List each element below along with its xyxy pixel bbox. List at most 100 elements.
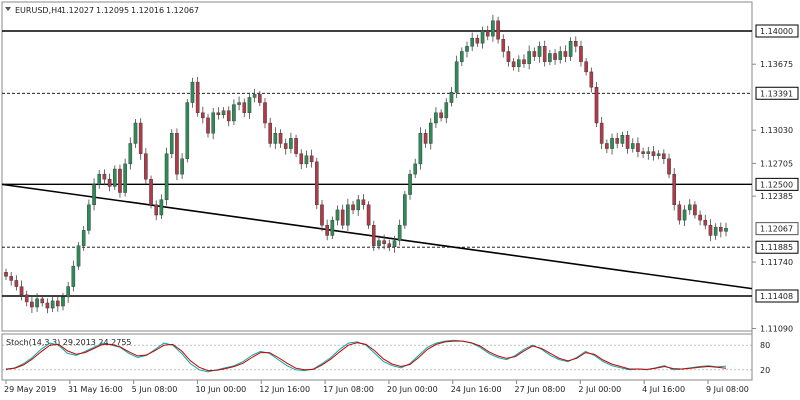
candle xyxy=(542,40,547,67)
candle xyxy=(460,47,464,67)
time-label-8: 27 Jun 08:00 xyxy=(515,385,566,394)
candle xyxy=(501,34,506,58)
candle xyxy=(418,127,423,170)
candle xyxy=(242,98,247,118)
candle xyxy=(232,99,236,125)
current-price-label: 1.12067 xyxy=(760,225,793,234)
candle xyxy=(118,164,122,198)
time-labels-layer: 29 May 2019 31 May 16:00 5 Jun 08:00 10 Jun… xyxy=(4,380,749,394)
open-value: 1.12027 xyxy=(61,6,94,15)
candle xyxy=(128,137,133,170)
candle xyxy=(387,239,392,252)
candle xyxy=(169,129,174,159)
candle xyxy=(667,153,671,179)
candle xyxy=(480,26,485,49)
candle xyxy=(263,98,267,129)
candle xyxy=(636,137,640,158)
candle xyxy=(45,298,50,314)
candle xyxy=(719,222,723,238)
candle xyxy=(283,138,288,155)
candle xyxy=(687,199,692,215)
candle xyxy=(97,170,102,189)
candle xyxy=(548,49,552,66)
time-label-2: 5 Jun 08:00 xyxy=(132,385,178,394)
stoch-lines-layer xyxy=(5,339,727,373)
candle xyxy=(491,14,495,42)
candle xyxy=(87,199,91,235)
candle xyxy=(522,54,526,68)
candle xyxy=(252,88,257,103)
candles-layer xyxy=(4,14,728,314)
candle xyxy=(656,150,661,160)
candle xyxy=(273,127,278,150)
candle xyxy=(496,16,500,44)
candle xyxy=(185,98,190,163)
candle xyxy=(573,36,578,53)
candle xyxy=(66,281,70,303)
level-label-box-2 xyxy=(755,177,799,191)
stoch-level-label-0: 80 xyxy=(760,341,770,350)
stoch-levels-layer: 80 20 xyxy=(2,341,770,375)
candle xyxy=(154,200,159,221)
candle xyxy=(40,295,45,307)
candle xyxy=(434,107,438,128)
candle xyxy=(112,165,117,190)
candle xyxy=(610,133,614,155)
symbol-label: EURUSD,H4 xyxy=(15,6,62,15)
candle xyxy=(195,76,200,117)
candle xyxy=(558,46,563,64)
candle xyxy=(594,82,599,128)
candle xyxy=(563,45,568,63)
candle xyxy=(216,107,221,120)
candle xyxy=(392,235,397,253)
candle xyxy=(672,168,677,211)
candle xyxy=(408,169,412,200)
triangle-down-icon[interactable] xyxy=(5,7,11,11)
candle xyxy=(532,47,537,61)
candle xyxy=(149,175,153,209)
candle xyxy=(361,194,366,210)
level-label-box-4 xyxy=(755,289,799,303)
candle xyxy=(123,158,127,197)
level-label-box-3 xyxy=(755,240,799,254)
candle xyxy=(55,294,60,312)
level-label-box-0 xyxy=(755,24,799,38)
candle xyxy=(620,131,625,148)
candle xyxy=(703,214,708,230)
candle xyxy=(630,138,635,153)
candle xyxy=(423,129,428,148)
candle xyxy=(615,132,620,149)
candle xyxy=(511,58,516,71)
time-label-0: 29 May 2019 xyxy=(4,385,56,394)
candle xyxy=(221,107,226,119)
candle xyxy=(19,280,24,301)
candle xyxy=(724,222,728,237)
time-label-4: 12 Jun 16:00 xyxy=(259,385,310,394)
candle xyxy=(527,45,531,70)
candle xyxy=(76,242,81,270)
chart-header: EURUSD,H4 1.12027 1.12095 1.12016 1.1206… xyxy=(5,6,199,15)
candle xyxy=(4,268,8,280)
candle xyxy=(325,219,329,241)
time-label-3: 10 Jun 00:00 xyxy=(195,385,246,394)
level-label-2: 1.12500 xyxy=(760,180,793,189)
stoch-panel: Stoch(14,3,3) 29.2013 24.2755 80 20 xyxy=(2,338,770,375)
candle xyxy=(320,199,324,232)
candle xyxy=(579,40,583,67)
price-tick-2: 1.12705 xyxy=(760,159,793,168)
candle xyxy=(289,132,293,154)
trendline[interactable] xyxy=(1,183,753,290)
candle xyxy=(584,58,588,76)
candle xyxy=(180,153,184,179)
candle xyxy=(625,130,630,154)
candle xyxy=(454,55,459,98)
candle xyxy=(247,92,252,119)
price-tick-3: 1.12385 xyxy=(760,192,793,201)
candle xyxy=(397,219,402,246)
candle xyxy=(449,87,454,107)
candle xyxy=(61,292,65,311)
candle xyxy=(211,107,215,140)
candle xyxy=(159,194,164,220)
candle xyxy=(568,37,573,61)
